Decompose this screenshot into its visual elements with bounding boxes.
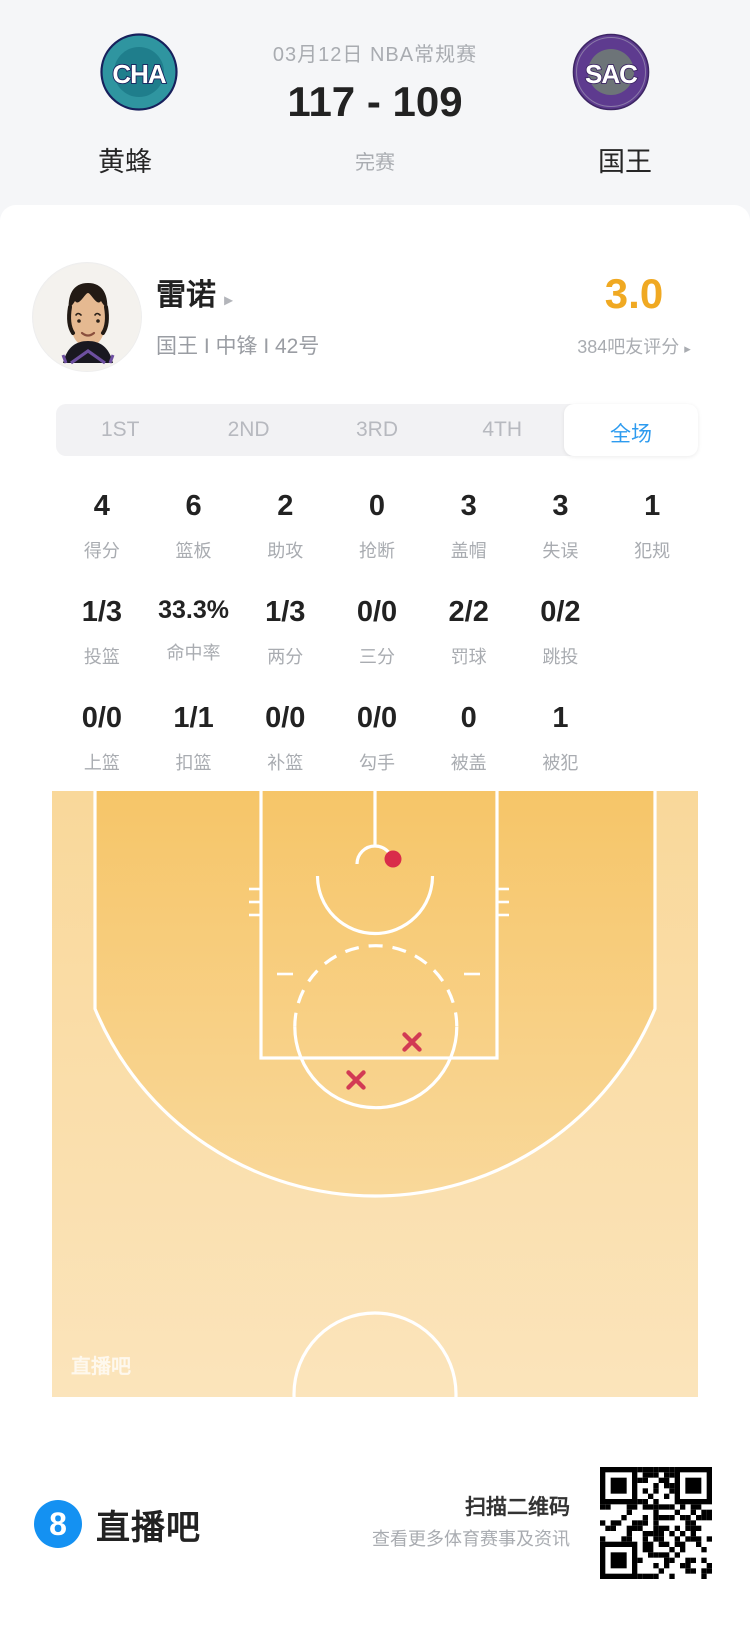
- svg-text:CHA: CHA: [112, 59, 167, 89]
- svg-text:直播吧: 直播吧: [71, 1354, 131, 1378]
- svg-text:SAC: SAC: [585, 59, 638, 89]
